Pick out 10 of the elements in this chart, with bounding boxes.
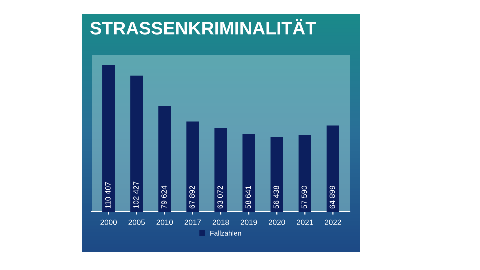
bar — [130, 76, 144, 212]
bar — [326, 126, 340, 212]
bar — [102, 65, 116, 212]
bar — [186, 122, 200, 212]
bar — [270, 136, 284, 212]
bar — [214, 128, 228, 212]
chart-title: STRASSENKRIMINALITÄT — [90, 19, 316, 35]
bar — [298, 135, 312, 212]
bar — [242, 134, 256, 212]
bar — [158, 106, 172, 212]
